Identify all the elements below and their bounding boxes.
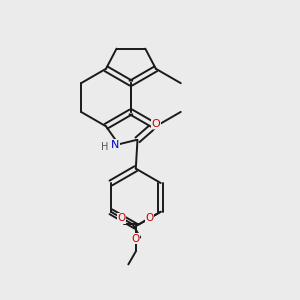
- Text: O: O: [132, 234, 140, 244]
- Text: H: H: [101, 142, 108, 152]
- Text: O: O: [146, 213, 154, 223]
- Text: O: O: [152, 118, 161, 129]
- Text: O: O: [118, 213, 126, 223]
- Text: N: N: [111, 140, 120, 150]
